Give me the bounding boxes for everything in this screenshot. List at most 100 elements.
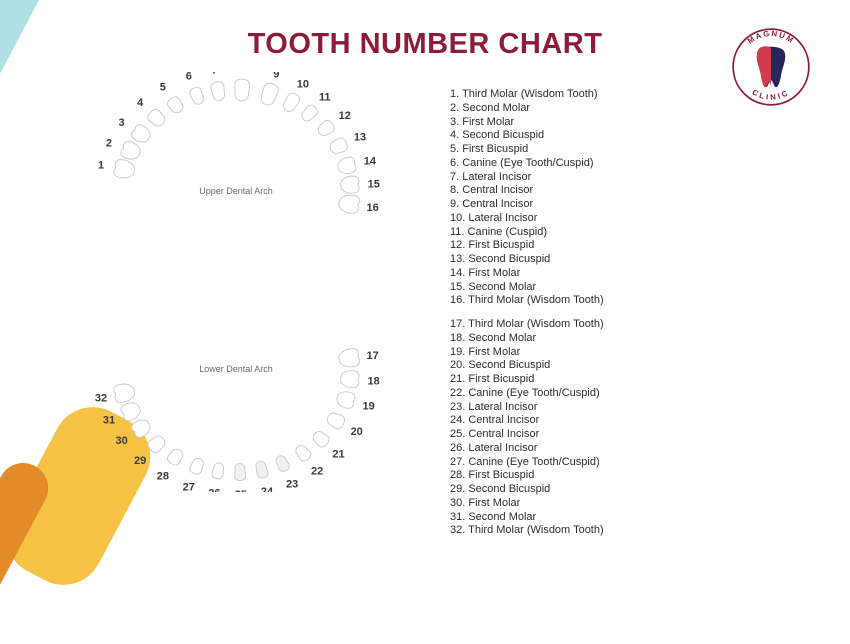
- legend-row-31: 31. Second Molar: [450, 511, 810, 525]
- tooth-legend: 1. Third Molar (Wisdom Tooth)2. Second M…: [450, 88, 810, 538]
- legend-row-2: 2. Second Molar: [450, 102, 810, 116]
- tooth-9: [259, 82, 280, 108]
- tooth-4: [146, 107, 168, 129]
- tooth-8: [234, 79, 250, 102]
- tooth-18: [340, 370, 359, 388]
- legend-row-9: 9. Central Incisor: [450, 198, 810, 212]
- lower-arch-label: Lower Dental Arch: [199, 364, 273, 374]
- tooth-number-17: 17: [367, 350, 379, 362]
- tooth-number-14: 14: [364, 155, 377, 167]
- legend-row-23: 23. Lateral Incisor: [450, 401, 810, 415]
- legend-row-20: 20. Second Bicuspid: [450, 359, 810, 373]
- tooth-number-24: 24: [261, 486, 274, 492]
- tooth-2: [120, 140, 143, 162]
- tooth-number-22: 22: [311, 466, 323, 478]
- legend-row-8: 8. Central Incisor: [450, 184, 810, 198]
- tooth-number-5: 5: [160, 82, 166, 94]
- tooth-number-7: 7: [211, 72, 217, 77]
- tooth-number-29: 29: [134, 455, 146, 467]
- legend-row-5: 5. First Bicuspid: [450, 143, 810, 157]
- tooth-19: [335, 390, 356, 410]
- tooth-number-32: 32: [95, 392, 107, 404]
- tooth-5: [166, 95, 186, 116]
- legend-row-30: 30. First Molar: [450, 497, 810, 511]
- tooth-17: [338, 348, 360, 368]
- upper-arch-label: Upper Dental Arch: [199, 186, 273, 196]
- legend-row-32: 32. Third Molar (Wisdom Tooth): [450, 524, 810, 538]
- tooth-number-2: 2: [106, 137, 112, 149]
- legend-row-4: 4. Second Bicuspid: [450, 129, 810, 143]
- tooth-25: [234, 463, 246, 480]
- tooth-number-20: 20: [351, 426, 363, 438]
- logo-top-text: MAGNUM: [746, 29, 796, 46]
- tooth-number-18: 18: [368, 376, 380, 388]
- tooth-number-13: 13: [354, 132, 366, 144]
- tooth-32: [113, 382, 136, 403]
- tooth-number-15: 15: [368, 179, 380, 191]
- tooth-number-25: 25: [235, 489, 247, 492]
- legend-row-10: 10. Lateral Incisor: [450, 212, 810, 226]
- tooth-22: [293, 443, 312, 463]
- tooth-number-12: 12: [339, 110, 351, 122]
- tooth-14: [336, 156, 356, 175]
- tooth-number-11: 11: [319, 92, 331, 104]
- tooth-21: [310, 429, 331, 449]
- tooth-number-30: 30: [115, 435, 127, 447]
- legend-row-27: 27. Canine (Eye Tooth/Cuspid): [450, 456, 810, 470]
- tooth-1: [113, 158, 136, 179]
- tooth-30: [130, 417, 153, 440]
- legend-row-26: 26. Lateral Incisor: [450, 442, 810, 456]
- tooth-24: [254, 460, 269, 479]
- tooth-26: [211, 462, 225, 480]
- legend-row-21: 21. First Bicuspid: [450, 373, 810, 387]
- dental-arch-diagram: Upper Dental Arch Lower Dental Arch 1234…: [66, 72, 406, 492]
- legend-row-12: 12. First Bicuspid: [450, 239, 810, 253]
- tooth-number-27: 27: [183, 482, 195, 492]
- tooth-number-4: 4: [137, 97, 144, 109]
- tooth-number-9: 9: [273, 72, 279, 80]
- tooth-number-1: 1: [98, 160, 104, 172]
- tooth-15: [340, 176, 359, 194]
- legend-row-24: 24. Central Incisor: [450, 414, 810, 428]
- tooth-11: [299, 103, 319, 124]
- legend-row-14: 14. First Molar: [450, 267, 810, 281]
- legend-row-6: 6. Canine (Eye Tooth/Cuspid): [450, 157, 810, 171]
- tooth-12: [316, 119, 337, 139]
- legend-row-17: 17. Third Molar (Wisdom Tooth): [450, 318, 810, 332]
- legend-row-18: 18. Second Molar: [450, 332, 810, 346]
- legend-row-7: 7. Lateral Incisor: [450, 171, 810, 185]
- page-title: TOOTH NUMBER CHART: [0, 28, 850, 61]
- tooth-16: [338, 194, 360, 214]
- legend-row-11: 11. Canine (Cuspid): [450, 226, 810, 240]
- tooth-number-28: 28: [157, 470, 169, 482]
- tooth-number-3: 3: [119, 117, 125, 129]
- tooth-number-23: 23: [286, 478, 298, 490]
- legend-row-25: 25. Central Incisor: [450, 428, 810, 442]
- tooth-7: [210, 81, 226, 102]
- legend-row-29: 29. Second Bicuspid: [450, 483, 810, 497]
- legend-row-13: 13. Second Bicuspid: [450, 253, 810, 267]
- tooth-number-31: 31: [103, 415, 115, 427]
- tooth-6: [188, 86, 206, 106]
- legend-row-16: 16. Third Molar (Wisdom Tooth): [450, 294, 810, 308]
- tooth-31: [120, 400, 143, 422]
- tooth-number-16: 16: [367, 202, 379, 214]
- tooth-10: [281, 91, 302, 114]
- tooth-number-6: 6: [186, 72, 192, 82]
- tooth-number-10: 10: [297, 78, 309, 90]
- tooth-3: [130, 123, 153, 146]
- tooth-23: [274, 454, 291, 473]
- legend-row-15: 15. Second Molar: [450, 281, 810, 295]
- tooth-27: [188, 456, 205, 475]
- legend-row-1: 1. Third Molar (Wisdom Tooth): [450, 88, 810, 102]
- legend-row-19: 19. First Molar: [450, 346, 810, 360]
- legend-gap: [450, 308, 810, 318]
- tooth-number-21: 21: [332, 449, 344, 461]
- legend-row-28: 28. First Bicuspid: [450, 469, 810, 483]
- tooth-13: [328, 136, 349, 156]
- tooth-number-8: 8: [240, 72, 246, 75]
- tooth-number-19: 19: [363, 401, 375, 413]
- tooth-number-26: 26: [208, 487, 220, 492]
- tooth-20: [325, 410, 346, 430]
- logo-accent: [757, 46, 771, 87]
